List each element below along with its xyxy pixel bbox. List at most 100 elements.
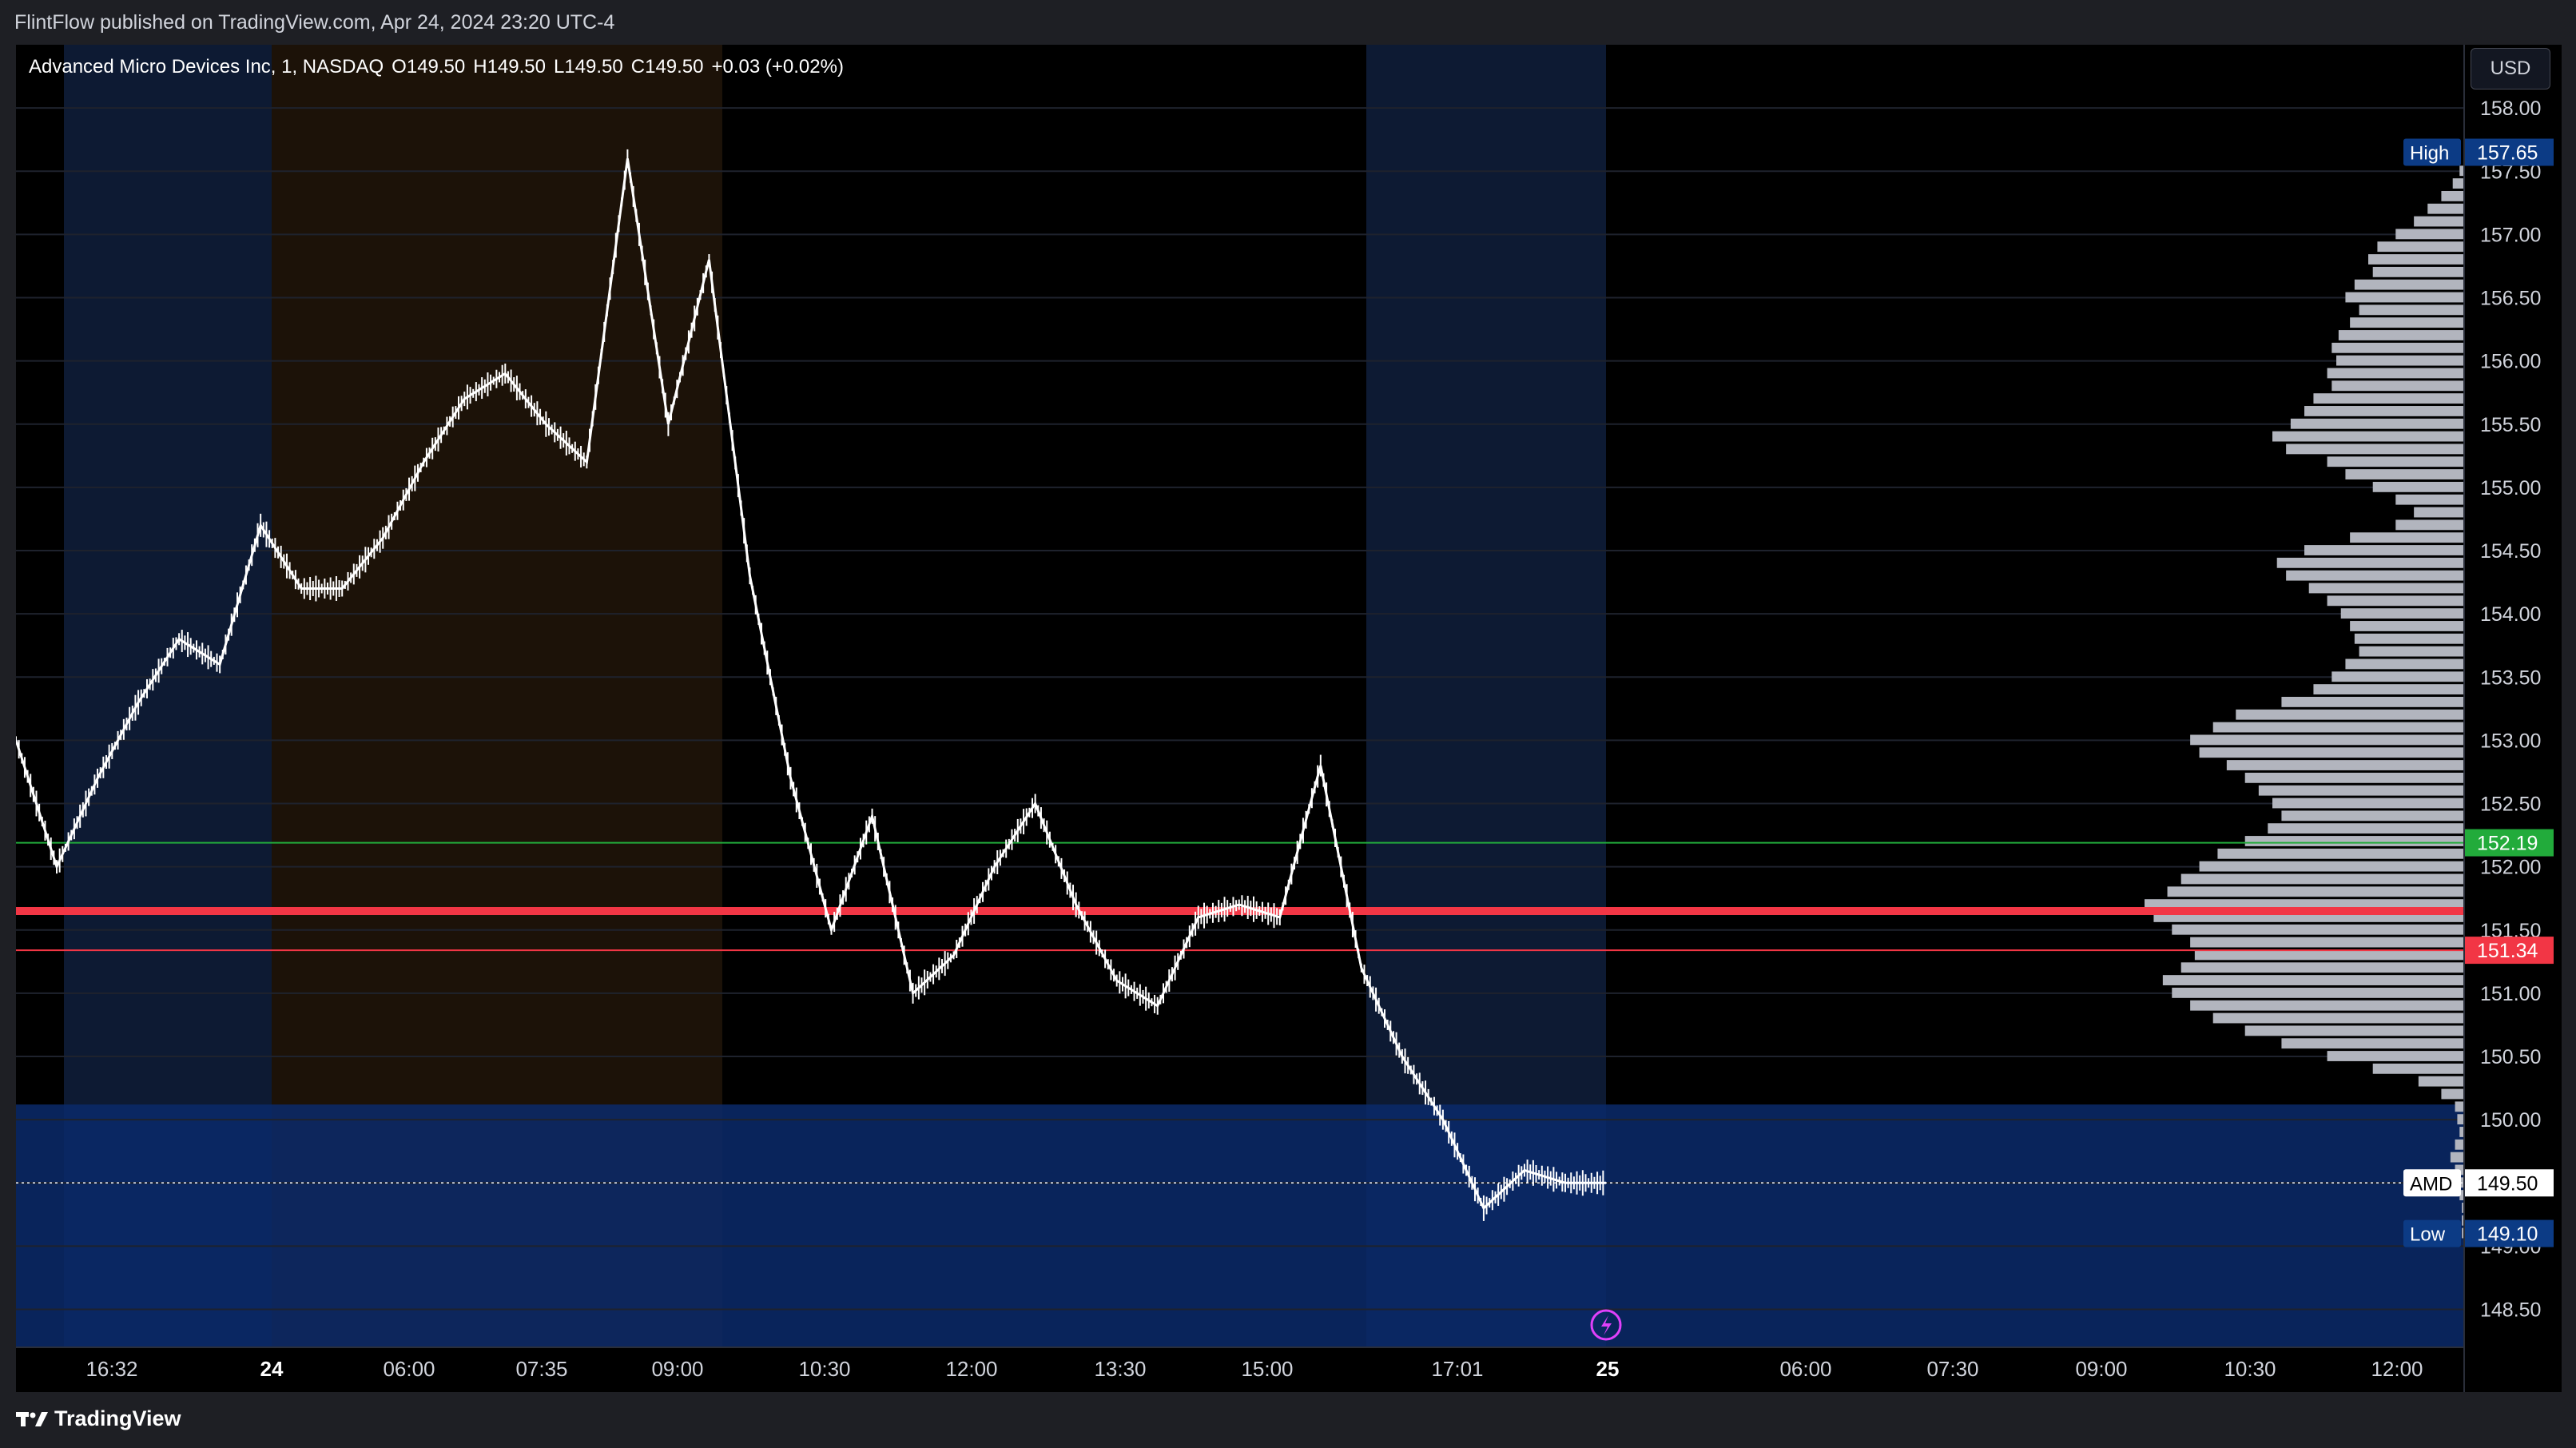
x-tick-label: 12:00: [945, 1357, 997, 1381]
volume-profile-bar: [2395, 229, 2464, 240]
volume-profile-bar: [2244, 836, 2464, 846]
ohlc-change: +0.03 (+0.02%): [711, 56, 844, 78]
volume-profile-bar: [2418, 1076, 2464, 1087]
volume-profile-bar: [2276, 557, 2464, 568]
volume-profile-bar: [2336, 355, 2464, 366]
volume-profile-bar: [2258, 785, 2464, 796]
volume-profile-bar: [2194, 949, 2464, 961]
symbol-name[interactable]: Advanced Micro Devices Inc, 1, NASDAQ: [29, 56, 384, 78]
x-tick-label: 17:01: [1431, 1357, 1483, 1381]
symbol-legend[interactable]: Advanced Micro Devices Inc, 1, NASDAQ O14…: [29, 56, 852, 78]
volume-profile-bar: [2162, 975, 2464, 985]
volume-profile-bar: [2414, 216, 2464, 227]
level-price-tag: [2464, 829, 2554, 857]
volume-profile-bar: [2372, 481, 2464, 492]
volume-profile-bar: [2244, 772, 2464, 783]
price-chart[interactable]: 158.00157.50157.00156.50156.00155.50155.…: [16, 45, 2562, 1392]
volume-profile-bar: [2462, 1215, 2464, 1226]
volume-profile-bar: [2427, 203, 2464, 214]
volume-profile-bar: [2395, 494, 2464, 505]
volume-profile-bar: [2368, 254, 2464, 265]
volume-profile-bar: [2459, 1190, 2464, 1201]
volume-profile-bar: [2350, 317, 2464, 328]
y-tick-label: 156.50: [2480, 288, 2541, 310]
y-tick-label: 158.00: [2480, 97, 2541, 120]
volume-profile-bar: [2327, 456, 2464, 467]
volume-profile-bar: [2452, 178, 2464, 189]
volume-profile-bar: [2190, 937, 2464, 948]
volume-profile-bar: [2268, 823, 2464, 834]
y-tick-label: 157.00: [2480, 224, 2541, 246]
publisher-info: FlintFlow published on TradingView.com, …: [14, 11, 615, 34]
volume-profile-bar: [2327, 368, 2464, 379]
volume-profile-bar: [2167, 886, 2464, 897]
marker-name-label: AMD: [2410, 1173, 2452, 1195]
volume-profile-bar: [2212, 1012, 2464, 1024]
volume-profile-bar: [2217, 848, 2464, 859]
x-tick-label: 24: [260, 1357, 284, 1381]
y-tick-label: 153.00: [2480, 730, 2541, 752]
y-tick-label: 153.50: [2480, 666, 2541, 689]
x-tick-label: 10:30: [798, 1357, 850, 1381]
volume-profile-bar: [2354, 633, 2464, 644]
volume-profile-bar: [2372, 1063, 2464, 1074]
marker-name-tag: [2403, 138, 2461, 166]
y-tick-label: 150.50: [2480, 1046, 2541, 1068]
volume-profile-bar: [2354, 279, 2464, 290]
y-tick-label: 150.00: [2480, 1109, 2541, 1132]
y-tick-label: 154.50: [2480, 540, 2541, 563]
volume-profile-bar: [2345, 469, 2464, 479]
marker-value-tag: [2464, 1169, 2554, 1197]
marker-value-label: 157.65: [2477, 142, 2538, 165]
volume-profile-bar: [2290, 418, 2464, 429]
volume-profile-bar: [2180, 873, 2464, 885]
marker-name-tag: [2403, 1219, 2461, 1247]
currency-button[interactable]: USD: [2471, 48, 2550, 90]
volume-profile-bar: [2236, 709, 2464, 720]
volume-profile-bar: [2455, 1101, 2464, 1112]
x-tick-label: 09:00: [651, 1357, 703, 1381]
volume-profile-bar: [2350, 532, 2464, 543]
volume-profile-bar: [2272, 431, 2464, 442]
volume-profile-bar: [2332, 380, 2464, 392]
volume-profile-bar: [2244, 1025, 2464, 1036]
x-tick-label: 16:32: [85, 1357, 137, 1381]
volume-profile-bar: [2304, 406, 2464, 416]
y-tick-label: 148.50: [2480, 1299, 2541, 1322]
x-tick-label: 13:30: [1094, 1357, 1146, 1381]
support-zone: [16, 1104, 2464, 1347]
x-tick-label: 12:00: [2371, 1357, 2423, 1381]
volume-profile-bar: [2350, 621, 2464, 631]
marker-value-label: 149.50: [2477, 1172, 2538, 1195]
lightning-bolt-icon: [1601, 1315, 1612, 1335]
lightning-event-icon: [1590, 1309, 1622, 1341]
chart-frame[interactable]: 158.00 157.50 157.00 156.50 156.00 155.50 155.…: [16, 45, 2562, 1392]
tradingview-logo[interactable]: TradingView: [16, 1406, 181, 1431]
ohlc-open: O149.50: [392, 56, 466, 78]
x-axis-band: [16, 1347, 2562, 1392]
volume-profile-bar: [2212, 722, 2464, 733]
level-price-label: 152.19: [2477, 833, 2538, 855]
y-tick-label: 151.00: [2480, 983, 2541, 1005]
marker-name-tag: [2403, 1169, 2461, 1197]
volume-profile-bar: [2199, 861, 2464, 872]
volume-profile-bar: [2190, 734, 2464, 746]
tradingview-logo-icon: [16, 1411, 48, 1426]
volume-profile-bar: [2455, 1139, 2464, 1150]
volume-profile-bar: [2462, 1203, 2464, 1213]
volume-profile-bar: [2304, 545, 2464, 555]
volume-profile-bar: [2414, 507, 2464, 518]
volume-profile-bar: [2286, 444, 2464, 455]
volume-profile-bar: [2190, 1000, 2464, 1011]
x-tick-label: 06:00: [1779, 1357, 1831, 1381]
volume-profile-bar: [2359, 304, 2464, 316]
volume-profile-bar: [2145, 899, 2464, 910]
level-price-label: 151.34: [2477, 940, 2538, 962]
volume-profile-bar: [2462, 1227, 2464, 1239]
tradingview-logo-text: TradingView: [54, 1406, 181, 1430]
marker-value-label: 149.10: [2477, 1223, 2538, 1246]
x-tick-label: 10:30: [2224, 1357, 2276, 1381]
marker-value-tag: [2464, 138, 2554, 166]
marker-name-label: High: [2410, 143, 2449, 165]
volume-profile-bar: [2457, 1114, 2464, 1125]
